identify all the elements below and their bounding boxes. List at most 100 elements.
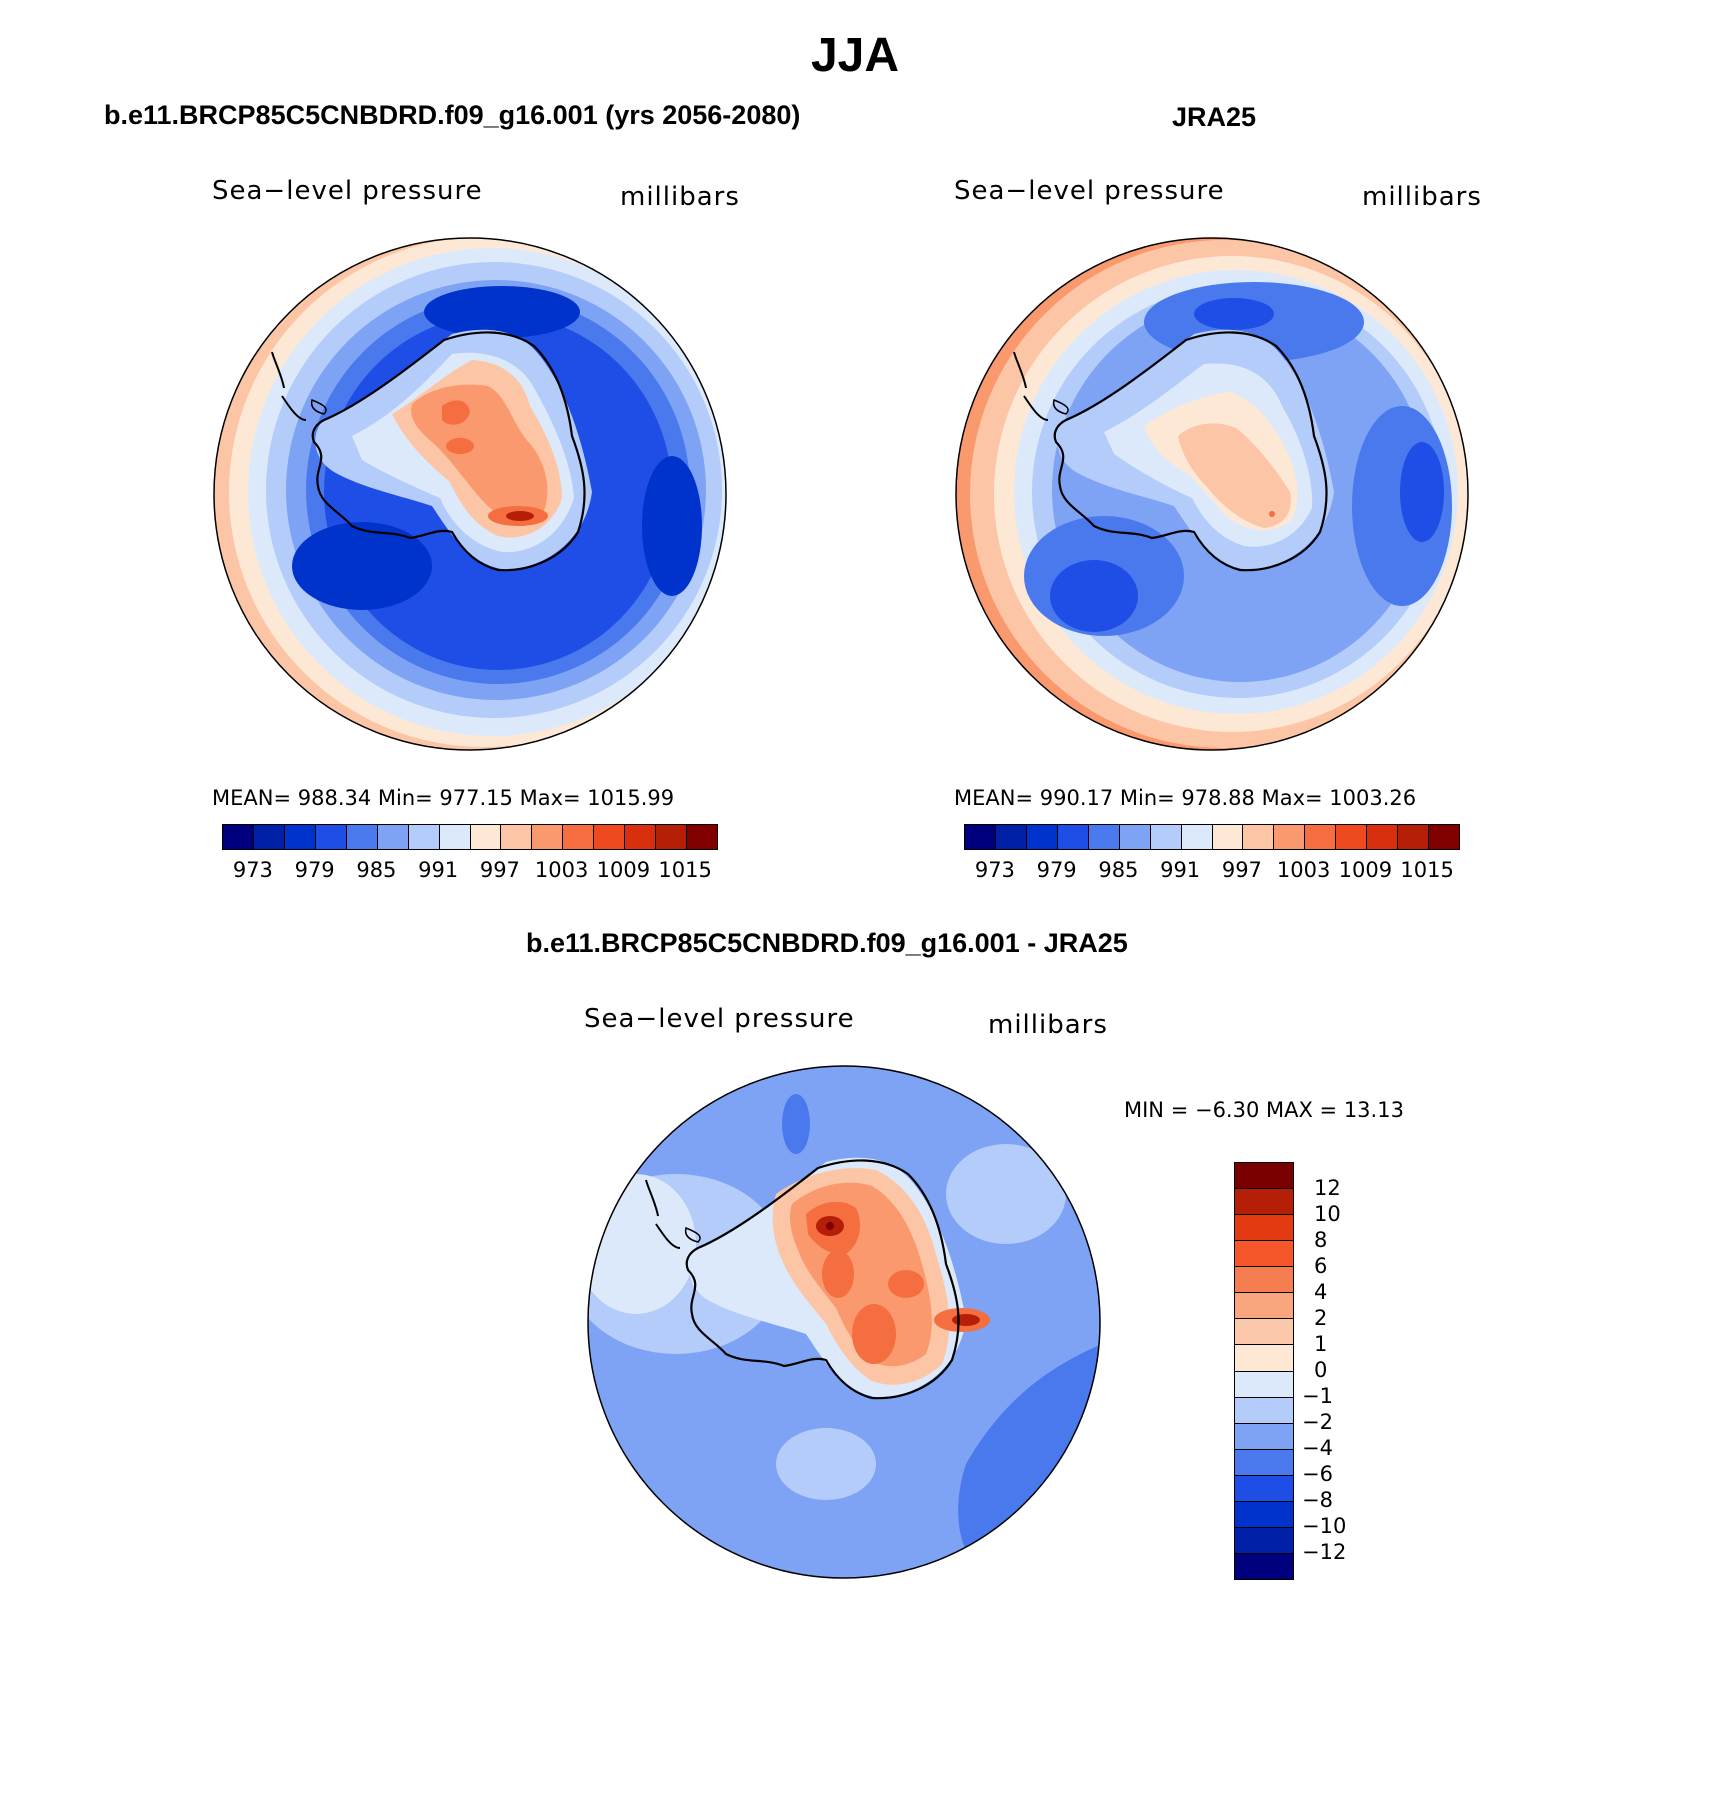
colorbar-tick-label: −2 [1302,1410,1333,1434]
colorbar-tick-label: 991 [418,858,459,882]
colorbar-tick-label: −10 [1302,1514,1347,1538]
colorbar-tick-label: 979 [294,858,335,882]
colorbar-tick-label: 1009 [596,858,651,882]
colorbar-obs [964,824,1460,850]
colorbar-swatch [1212,825,1244,849]
colorbar-tick-label: −6 [1302,1462,1333,1486]
colorbar-swatch [1235,1241,1293,1268]
colorbar-swatch [1235,1371,1293,1398]
colorbar-swatch [1429,825,1459,849]
colorbar-swatch [377,825,409,849]
colorbar-swatch [408,825,440,849]
colorbar-tick-label: 1 [1314,1332,1328,1356]
colorbar-tick-label: 1015 [1400,858,1454,882]
colorbar-swatch [1235,1189,1293,1216]
colorbar-swatch [284,825,316,849]
colorbar-tick-label: −12 [1302,1540,1347,1564]
colorbar-tick-label: 979 [1036,858,1077,882]
colorbar-swatch [1026,825,1058,849]
colorbar-swatch [1235,1423,1293,1450]
colorbar-swatch [1336,825,1368,849]
colorbar-tick-label: 0 [1314,1358,1328,1382]
colorbar-swatch [1398,825,1430,849]
colorbar-swatch [965,825,996,849]
colorbar-swatch [1367,825,1399,849]
stats-model: MEAN= 988.34 Min= 977.15 Max= 1015.99 [212,786,675,810]
colorbar-tick-label: 985 [1098,858,1139,882]
colorbar-swatch [1305,825,1337,849]
colorbar-swatch [1235,1319,1293,1346]
colorbar-swatch [1235,1345,1293,1372]
field-label-model: Sea−level pressure [212,176,483,206]
colorbar-tick-label: 1009 [1338,858,1393,882]
colorbar-swatch [501,825,533,849]
colorbar-swatch [470,825,502,849]
colorbar-swatch [1119,825,1151,849]
colorbar-diff [1234,1162,1294,1580]
colorbar-tick-label: −1 [1302,1384,1333,1408]
colorbar-swatch [995,825,1027,849]
field-label-obs: Sea−level pressure [954,176,1225,206]
colorbar-tick-label: 8 [1314,1228,1328,1252]
colorbar-tick-label: 4 [1314,1280,1328,1304]
stats-obs: MEAN= 990.17 Min= 978.88 Max= 1003.26 [954,786,1417,810]
units-label-obs: millibars [1362,182,1482,212]
colorbar-swatch [1235,1397,1293,1424]
polar-map-model [213,237,727,751]
colorbar-swatch [1235,1293,1293,1320]
units-label-model: millibars [620,182,740,212]
units-label-diff: millibars [988,1010,1108,1040]
colorbar-swatch [1235,1475,1293,1502]
colorbar-swatch [1181,825,1213,849]
stats-diff: MIN = −6.30 MAX = 13.13 [1124,1098,1404,1122]
colorbar-tick-label: 991 [1160,858,1201,882]
colorbar-swatch [656,825,688,849]
colorbar-swatch [687,825,717,849]
colorbar-swatch [315,825,347,849]
colorbar-tick-label: 10 [1314,1202,1341,1226]
colorbar-tick-label: 985 [356,858,397,882]
colorbar-swatch [1235,1449,1293,1476]
colorbar-tick-label: 997 [479,858,520,882]
colorbar-swatch [563,825,595,849]
colorbar-tick-label: 12 [1314,1176,1341,1200]
colorbar-tick-label: 997 [1221,858,1262,882]
colorbar-model [222,824,718,850]
colorbar-swatch [223,825,254,849]
figure-title: JJA [810,29,900,82]
colorbar-swatch [1235,1267,1293,1294]
colorbar-swatch [1088,825,1120,849]
colorbar-tick-label: 6 [1314,1254,1328,1278]
panel-title-obs: JRA25 [1172,102,1257,132]
colorbar-ticks-model: 973 979 985 991 997 1003 1009 1015 [222,858,716,886]
colorbar-swatch [439,825,471,849]
colorbar-swatch [1235,1163,1293,1190]
colorbar-swatch [1235,1527,1293,1554]
colorbar-swatch [594,825,626,849]
colorbar-tick-label: 973 [974,858,1015,882]
colorbar-tick-label: 1015 [658,858,712,882]
panel-title-diff: b.e11.BRCP85C5CNBDRD.f09_g16.001 - JRA25 [526,928,1128,958]
colorbar-swatch [253,825,285,849]
colorbar-tick-label: −4 [1302,1436,1333,1460]
colorbar-tick-label: 1003 [1276,858,1331,882]
colorbar-swatch [1235,1215,1293,1242]
colorbar-ticks-diff: 12 10 8 6 4 2 1 0 −1 −2 −4 −6 −8 −10 −12 [1302,1162,1422,1578]
panel-title-model: b.e11.BRCP85C5CNBDRD.f09_g16.001 (yrs 20… [104,100,801,130]
colorbar-swatch [1235,1553,1293,1579]
field-label-diff: Sea−level pressure [584,1004,855,1034]
colorbar-tick-label: 2 [1314,1306,1328,1330]
colorbar-ticks-obs: 973 979 985 991 997 1003 1009 1015 [964,858,1458,886]
colorbar-swatch [1150,825,1182,849]
colorbar-swatch [625,825,657,849]
colorbar-swatch [1243,825,1275,849]
polar-map-diff [587,1065,1101,1579]
colorbar-swatch [1274,825,1306,849]
colorbar-swatch [1057,825,1089,849]
colorbar-tick-label: 973 [232,858,273,882]
colorbar-tick-label: −8 [1302,1488,1333,1512]
colorbar-swatch [1235,1501,1293,1528]
colorbar-swatch [346,825,378,849]
colorbar-swatch [532,825,564,849]
polar-map-obs [955,237,1469,751]
